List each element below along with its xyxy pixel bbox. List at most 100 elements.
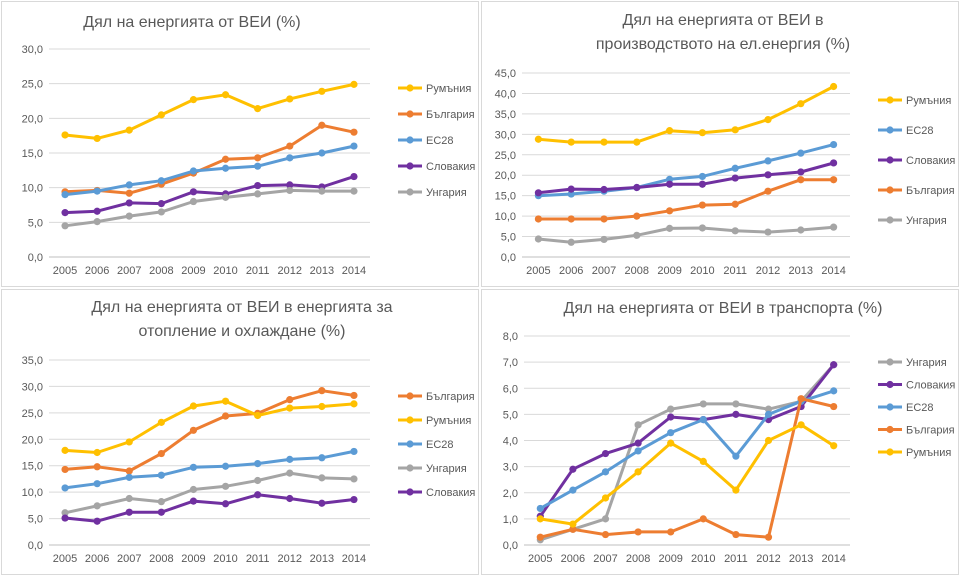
y-tick-label: 15,0	[22, 461, 43, 473]
series-line	[536, 85, 836, 144]
x-tick-label: 2009	[658, 553, 682, 565]
x-tick-label: 2007	[593, 553, 617, 565]
legend: България Румъния ЕС28 Унгария Словакия	[398, 391, 475, 499]
data-point	[764, 228, 772, 236]
y-tick-label: 25,0	[22, 79, 43, 91]
legend-label: ЕС28	[426, 439, 454, 451]
x-tick-label: 2012	[278, 265, 302, 277]
x-tick-label: 2013	[310, 553, 334, 565]
data-point	[830, 442, 838, 450]
legend-swatch-marker	[406, 110, 414, 118]
data-point	[221, 482, 230, 490]
data-point	[286, 455, 294, 463]
data-point	[797, 395, 805, 403]
legend-label: Унгария	[906, 215, 947, 227]
chart-panel-transport: Дял на енергията от ВЕИ в транспорта (%)…	[481, 289, 959, 575]
data-point	[189, 485, 198, 494]
data-point	[732, 452, 740, 460]
data-point	[698, 224, 706, 232]
legend-item: Румъния	[878, 447, 951, 459]
data-point	[569, 465, 577, 473]
data-point	[731, 174, 739, 182]
legend-item: Унгария	[878, 215, 947, 227]
legend-swatch-marker	[406, 440, 414, 448]
data-point	[157, 471, 165, 479]
legend-item: Словакия	[878, 155, 955, 167]
data-point	[601, 494, 610, 502]
legend-swatch-marker	[886, 186, 894, 194]
y-tick-label: 15,0	[495, 191, 516, 203]
y-tick-label: 10,0	[22, 183, 43, 195]
data-point	[125, 467, 133, 475]
data-point	[732, 410, 740, 418]
data-point	[61, 209, 69, 217]
data-point	[318, 402, 326, 411]
data-point	[732, 486, 740, 494]
data-point	[350, 80, 358, 88]
data-point	[254, 105, 262, 113]
data-point	[254, 476, 262, 485]
y-tick-label: 5,0	[28, 514, 43, 526]
data-point	[61, 446, 69, 454]
legend-item: Унгария	[398, 463, 467, 475]
data-point	[254, 460, 262, 468]
data-point	[797, 226, 805, 234]
legend-item: Унгария	[878, 357, 947, 369]
data-point	[221, 193, 230, 201]
y-tick-label: 0,0	[503, 540, 518, 552]
data-point	[221, 164, 230, 172]
data-point	[764, 187, 772, 195]
data-point	[764, 171, 772, 179]
x-tick-label: 2014	[342, 265, 366, 277]
data-point	[699, 457, 707, 465]
data-point	[830, 82, 838, 91]
x-tick-label: 2005	[528, 553, 552, 565]
series-4	[536, 395, 838, 541]
data-point	[350, 391, 358, 400]
y-tick-label: 25,0	[22, 408, 43, 420]
data-point	[157, 208, 165, 216]
x-tick-label: 2012	[756, 553, 780, 565]
x-tick-label: 2007	[117, 265, 141, 277]
data-point	[569, 486, 577, 494]
y-tick-label: 5,0	[503, 409, 518, 421]
data-point	[634, 447, 642, 455]
data-point	[601, 449, 610, 458]
x-tick-label: 2006	[559, 265, 583, 277]
data-point	[318, 187, 326, 195]
data-point	[318, 387, 326, 395]
data-point	[698, 180, 706, 188]
y-tick-label: 6,0	[503, 383, 518, 395]
series-line	[538, 423, 836, 526]
data-point	[534, 135, 542, 143]
x-tick-label: 2007	[592, 265, 616, 277]
x-tick-label: 2013	[310, 265, 334, 277]
chart-panel-heating-cooling: Дял на енергията от ВЕИ в енергията за от…	[1, 289, 479, 575]
data-point	[125, 212, 133, 220]
data-point	[125, 473, 133, 481]
x-tick-label: 2009	[657, 265, 681, 277]
legend-swatch-marker	[406, 488, 414, 496]
series-line	[538, 397, 836, 539]
legend-label: ЕС28	[426, 135, 454, 147]
y-tick-label: 30,0	[22, 44, 43, 56]
y-tick-label: 2,0	[503, 488, 518, 500]
data-point	[567, 138, 575, 146]
legend-item: ЕС28	[878, 125, 934, 137]
y-tick-label: 5,0	[28, 217, 43, 229]
data-point	[797, 100, 805, 108]
legend: Унгария Словакия ЕС28 България Румъния	[878, 357, 955, 459]
series-line	[63, 471, 356, 515]
data-point	[318, 474, 326, 482]
y-tick-label: 7,0	[503, 357, 518, 369]
data-point	[254, 190, 262, 198]
data-point	[698, 129, 706, 137]
series-line	[538, 363, 836, 542]
data-point	[569, 525, 577, 533]
data-point	[61, 222, 69, 230]
chart-title: отопление и охлаждане (%)	[139, 323, 346, 340]
data-point	[125, 508, 133, 516]
data-point	[797, 168, 805, 176]
data-point	[633, 212, 641, 220]
data-point	[764, 157, 772, 165]
